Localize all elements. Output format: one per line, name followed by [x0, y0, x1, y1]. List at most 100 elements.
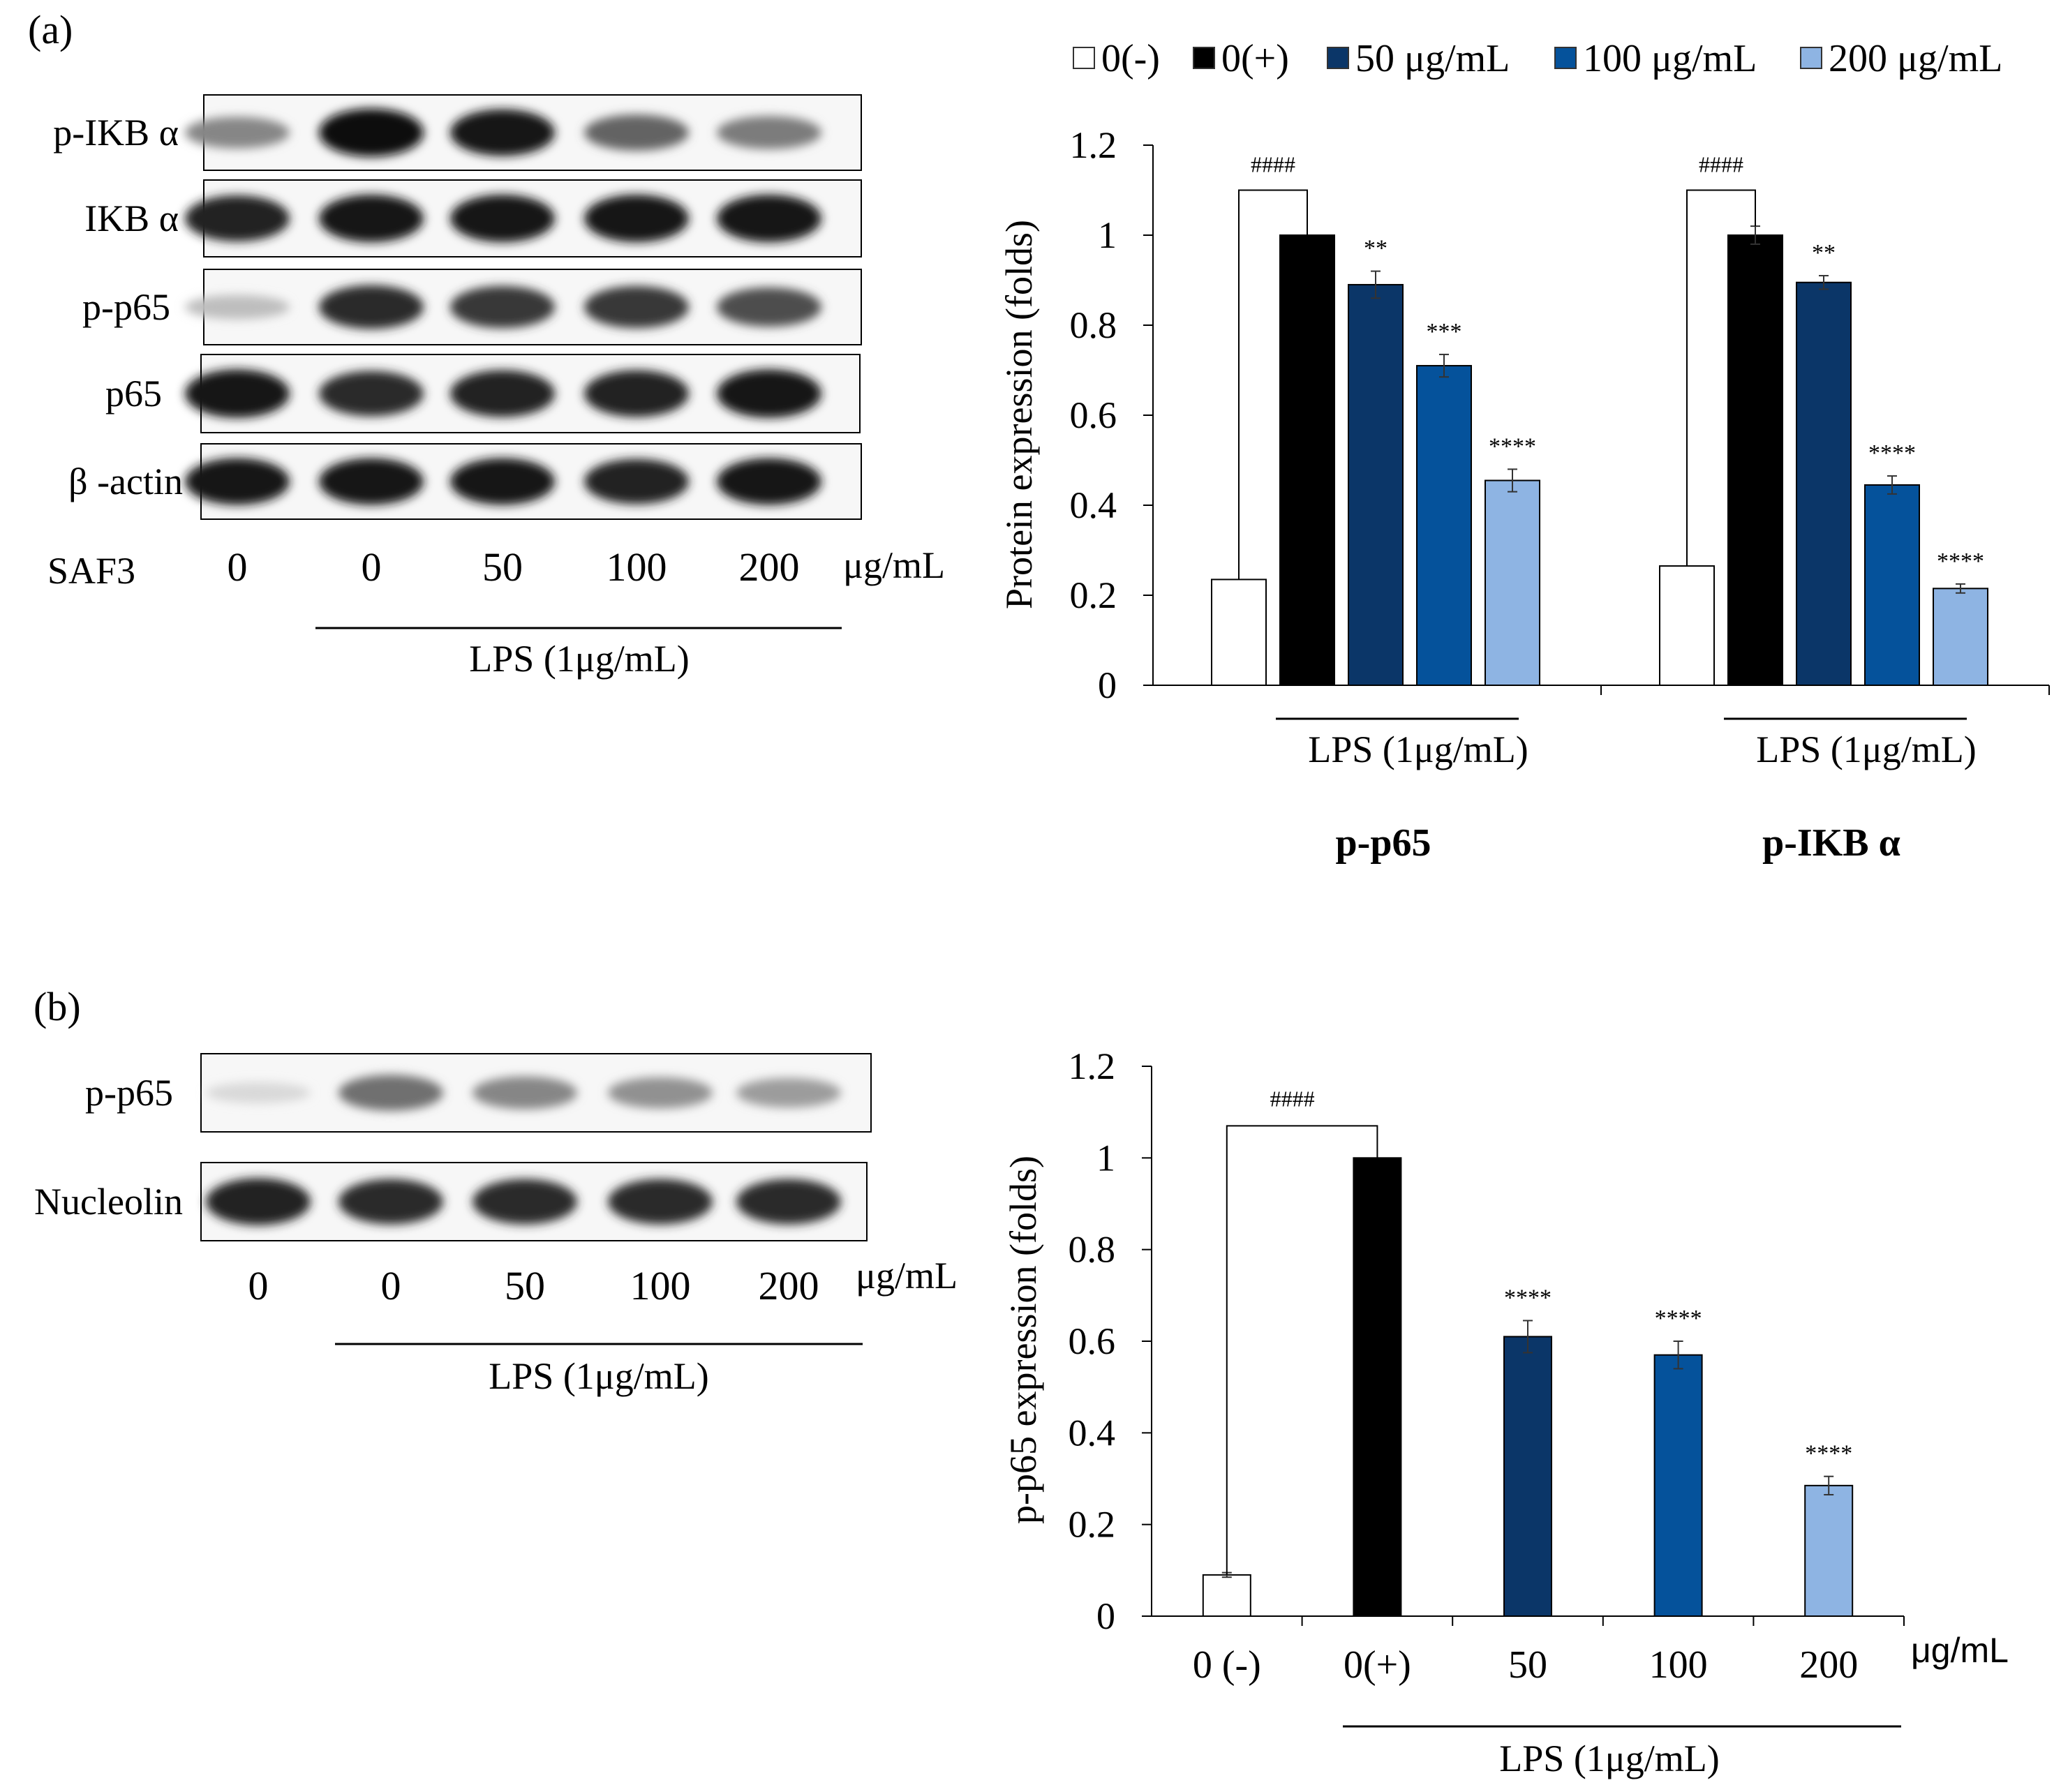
blot-b-dose-label: 50 [505, 1263, 545, 1308]
panel-a-label: (a) [28, 7, 73, 52]
blot-b-unit: μg/mL [856, 1255, 958, 1297]
chart-legend: 0(-) 0(+) 50 μg/mL 100 μg/mL 200 μg/mL [1073, 37, 2002, 80]
chart1-y-tick-label: 0.8 [1070, 304, 1117, 346]
blot-b-dose-label: 200 [759, 1263, 819, 1308]
blot-a-band [185, 294, 290, 320]
blot-a-band [185, 195, 290, 241]
blot-a-row-label: p65 [105, 373, 162, 415]
legend-swatch [1554, 47, 1577, 69]
blot-a-band [717, 194, 821, 243]
chart1-bar [1727, 234, 1783, 686]
blot-a-row-label: IKB α [84, 197, 179, 239]
chart2-y-tick-label: 0.8 [1069, 1229, 1116, 1271]
blot-a-band [584, 370, 689, 417]
blot-a-row-label: β -actin [68, 461, 183, 502]
chart1-y-tick-label: 0.2 [1070, 574, 1117, 616]
chart1-significance-label: **** [1489, 433, 1536, 459]
chart1-bar [1416, 365, 1472, 686]
blot-a-dose-label: 200 [739, 544, 800, 590]
legend-label: 100 μg/mL [1583, 37, 1757, 80]
blot-b-band [473, 1076, 577, 1110]
blot-b-dose-label: 0 [248, 1263, 269, 1308]
chart1-lps-label: LPS (1μg/mL) [1756, 729, 1976, 770]
blot-a-band [185, 117, 290, 149]
blot-b-band [206, 1082, 311, 1104]
blot-a-unit: μg/mL [843, 544, 945, 586]
legend-swatch [1193, 47, 1215, 69]
blot-a-band [717, 369, 821, 418]
blot-b-band [736, 1179, 841, 1225]
chart1-significance-label: ** [1812, 240, 1836, 266]
chart2-bar [1353, 1157, 1402, 1618]
blot-b-band [736, 1077, 841, 1108]
chart2-y-tick-label: 1 [1096, 1137, 1115, 1179]
chart2-significance-label: **** [1805, 1441, 1852, 1467]
legend-swatch [1073, 47, 1095, 69]
chart2-x-tick-label: 0(+) [1344, 1643, 1411, 1687]
chart1-bracket [1686, 189, 1756, 567]
blot-a-band [185, 458, 290, 505]
chart-p-p65-expression: 0 0.2 0.4 0.6 0.8 1 1.2 0 (-) 0(+) **** 50 **** 100 *… [1069, 1045, 1905, 1779]
chart1-bar [1279, 234, 1335, 686]
blot-b-band [608, 1179, 713, 1225]
blot-b-dose-label: 0 [381, 1263, 401, 1308]
blot-b-dose-label: 100 [630, 1263, 691, 1308]
chart1-y-tick-label: 0.6 [1070, 394, 1117, 436]
chart1-ylabel: Protein expression (folds) [998, 220, 1040, 609]
blot-b-lps-label: LPS (1μg/mL) [489, 1355, 708, 1397]
chart1-bar [1211, 578, 1267, 686]
blot-a-band [319, 458, 424, 505]
chart2-y-tick-label: 0.4 [1069, 1412, 1116, 1454]
blot-a-band [450, 458, 555, 505]
chart2-y-tick-label: 0.6 [1069, 1320, 1116, 1362]
chart1-y-tick-label: 1.2 [1070, 124, 1117, 166]
panel-b-label: (b) [34, 984, 81, 1029]
blot-a-lps-label: LPS (1μg/mL) [469, 638, 689, 680]
blot-a-dose-label: 0 [228, 544, 248, 590]
blot-a-band [584, 194, 689, 243]
legend-label: 50 μg/mL [1355, 37, 1510, 80]
blot-a-band [717, 116, 821, 149]
chart2-ylabel: p-p65 expression (folds) [1002, 1156, 1044, 1524]
chart2-y-tick-label: 0.2 [1069, 1504, 1116, 1546]
blot-a-band [584, 114, 689, 151]
legend-swatch [1800, 47, 1822, 69]
chart2-bar [1804, 1484, 1854, 1618]
blot-a-dose-label: 50 [482, 544, 523, 590]
chart1-bracket-label: #### [1251, 152, 1295, 177]
chart1-y-tick-label: 0 [1098, 664, 1117, 706]
blot-panel-b: p-p65 Nucleolin 0 0 50 100 200 [34, 1053, 872, 1308]
chart-protein-expression: 00.20.40.60.811.2*********####LPS (1μg/m… [1070, 124, 2050, 865]
chart1-significance-label: *** [1427, 319, 1462, 345]
legend-swatch [1327, 47, 1349, 69]
blot-a-band [717, 287, 821, 327]
blot-panel-a: p-IKB α IKB α p-p65 p65 β -actin 0 0 50 100 200 [53, 94, 862, 590]
blot-a-band [319, 371, 424, 417]
chart1-y-tick-label: 0.4 [1070, 484, 1117, 526]
blot-a-row-label: p-IKB α [53, 112, 179, 154]
blot-a-row-label: p-p65 [82, 286, 170, 328]
chart2-lps-label: LPS (1μg/mL) [1499, 1738, 1719, 1779]
chart1-bar [1864, 484, 1920, 686]
chart2-significance-label: **** [1504, 1285, 1552, 1311]
blot-b-row-label: p-p65 [85, 1072, 173, 1114]
chart1-significance-label: **** [1937, 548, 1984, 574]
chart1-bar [1348, 283, 1404, 686]
blot-a-band [319, 194, 424, 243]
chart1-significance-label: ** [1364, 236, 1387, 262]
blot-b-band [473, 1179, 577, 1225]
blot-a-band [450, 370, 555, 417]
chart2-x-tick-label: 100 [1649, 1643, 1708, 1687]
chart2-y-tick-label: 0 [1096, 1595, 1115, 1637]
chart2-bar [1653, 1354, 1703, 1617]
chart1-group-label: p-p65 [1336, 821, 1431, 865]
chart1-bar [1659, 565, 1715, 687]
blot-a-band [319, 108, 424, 157]
blot-a-dose-label: 0 [362, 544, 382, 590]
chart2-bar [1503, 1336, 1552, 1618]
blot-b-band [206, 1178, 311, 1225]
chart2-significance-label: **** [1655, 1306, 1702, 1331]
chart1-bar [1796, 281, 1852, 687]
blot-a-band [717, 458, 821, 505]
